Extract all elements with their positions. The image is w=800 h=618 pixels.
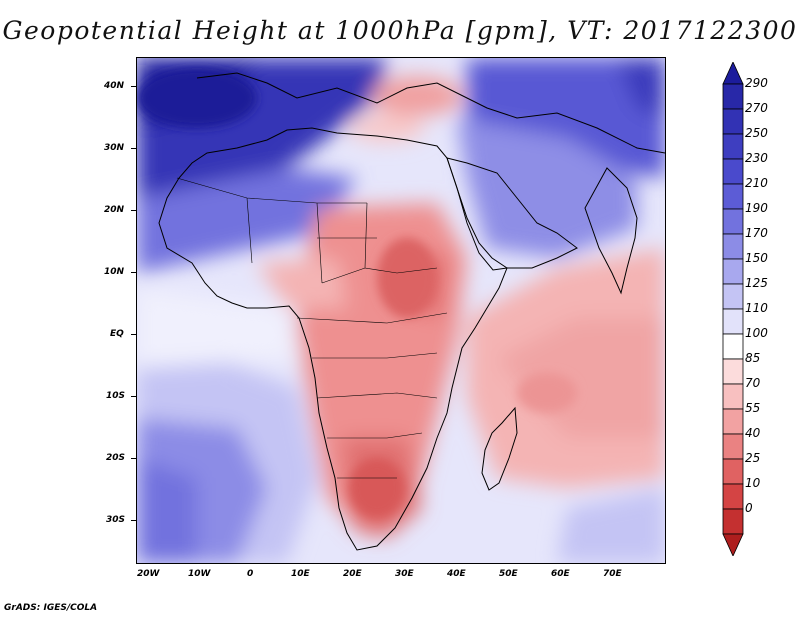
lon-label-10w: 10W bbox=[188, 569, 211, 579]
lat-tick bbox=[131, 520, 136, 521]
lat-tick bbox=[131, 148, 136, 149]
colorbar bbox=[722, 62, 744, 556]
lat-label-10n: 10N bbox=[104, 267, 125, 277]
colorbar-box bbox=[722, 408, 744, 435]
madagascar-coastline bbox=[481, 406, 518, 491]
africa-coastline bbox=[158, 127, 508, 551]
colorbar-label: 150 bbox=[745, 251, 768, 265]
lat-tick bbox=[131, 396, 136, 397]
colorbar-label: 230 bbox=[745, 151, 768, 165]
lon-label-0: 0 bbox=[247, 569, 254, 579]
height-highs-lows bbox=[137, 68, 577, 518]
lon-label-50e: 50E bbox=[499, 569, 518, 579]
europe-coastline bbox=[196, 72, 665, 154]
colorbar-box bbox=[722, 133, 744, 160]
colorbar-box bbox=[722, 333, 744, 360]
colorbar-box bbox=[722, 508, 744, 535]
lon-label-40e: 40E bbox=[447, 569, 466, 579]
colorbar-box bbox=[722, 383, 744, 410]
colorbar-label: 70 bbox=[745, 376, 761, 390]
lat-tick bbox=[131, 458, 136, 459]
lat-tick bbox=[131, 334, 136, 335]
lat-label-20n: 20N bbox=[104, 205, 125, 215]
arabia-coastline bbox=[446, 157, 578, 269]
colorbar-box bbox=[722, 258, 744, 285]
colorbar-bottom-arrow bbox=[722, 533, 744, 556]
colorbar-label: 290 bbox=[745, 76, 768, 90]
colorbar-label: 190 bbox=[745, 201, 768, 215]
coastlines bbox=[158, 72, 665, 551]
india-coastline bbox=[584, 167, 638, 295]
colorbar-box bbox=[722, 308, 744, 335]
colorbar-label: 10 bbox=[745, 476, 761, 490]
map-panel bbox=[136, 57, 666, 564]
lat-label-10s: 10S bbox=[106, 391, 126, 401]
lat-label-40n: 40N bbox=[104, 81, 125, 91]
colorbar-box bbox=[722, 483, 744, 510]
colorbar-box bbox=[722, 458, 744, 485]
colorbar-label: 40 bbox=[745, 426, 761, 440]
colorbar-box bbox=[722, 158, 744, 185]
colorbar-label: 55 bbox=[745, 401, 761, 415]
colorbar-box bbox=[722, 208, 744, 235]
credit-text: GrADS: IGES/COLA bbox=[4, 603, 98, 613]
colorbar-top-arrow bbox=[722, 62, 744, 85]
colorbar-box bbox=[722, 83, 744, 110]
lat-label-30s: 30S bbox=[106, 515, 126, 525]
colorbar-label: 210 bbox=[745, 176, 768, 190]
lon-label-10e: 10E bbox=[291, 569, 310, 579]
colorbar-box bbox=[722, 233, 744, 260]
colorbar-label: 170 bbox=[745, 226, 768, 240]
lon-label-70e: 70E bbox=[603, 569, 622, 579]
colorbar-box bbox=[722, 433, 744, 460]
lat-tick bbox=[131, 272, 136, 273]
lat-label-30n: 30N bbox=[104, 143, 125, 153]
colorbar-label: 25 bbox=[745, 451, 761, 465]
colorbar-box bbox=[722, 283, 744, 310]
colorbar-label: 270 bbox=[745, 101, 768, 115]
colorbar-label: 85 bbox=[745, 351, 761, 365]
lon-label-60e: 60E bbox=[551, 569, 570, 579]
colorbar-box bbox=[722, 108, 744, 135]
lon-label-30e: 30E bbox=[395, 569, 414, 579]
geopotential-map bbox=[137, 58, 665, 563]
lat-label-eq: EQ bbox=[110, 329, 124, 339]
colorbar-box bbox=[722, 358, 744, 385]
colorbar-label: 250 bbox=[745, 126, 768, 140]
colorbar-label: 125 bbox=[745, 276, 768, 290]
country-borders bbox=[176, 177, 448, 479]
lon-label-20e: 20E bbox=[343, 569, 362, 579]
colorbar-label: 110 bbox=[745, 301, 768, 315]
lat-tick bbox=[131, 86, 136, 87]
lon-label-20w: 20W bbox=[137, 569, 160, 579]
colorbar-label: 0 bbox=[745, 501, 753, 515]
lat-label-20s: 20S bbox=[106, 453, 126, 463]
colorbar-box bbox=[722, 183, 744, 210]
lat-tick bbox=[131, 210, 136, 211]
colorbar-label: 100 bbox=[745, 326, 768, 340]
map-title: Geopotential Height at 1000hPa [gpm], VT… bbox=[2, 16, 798, 45]
